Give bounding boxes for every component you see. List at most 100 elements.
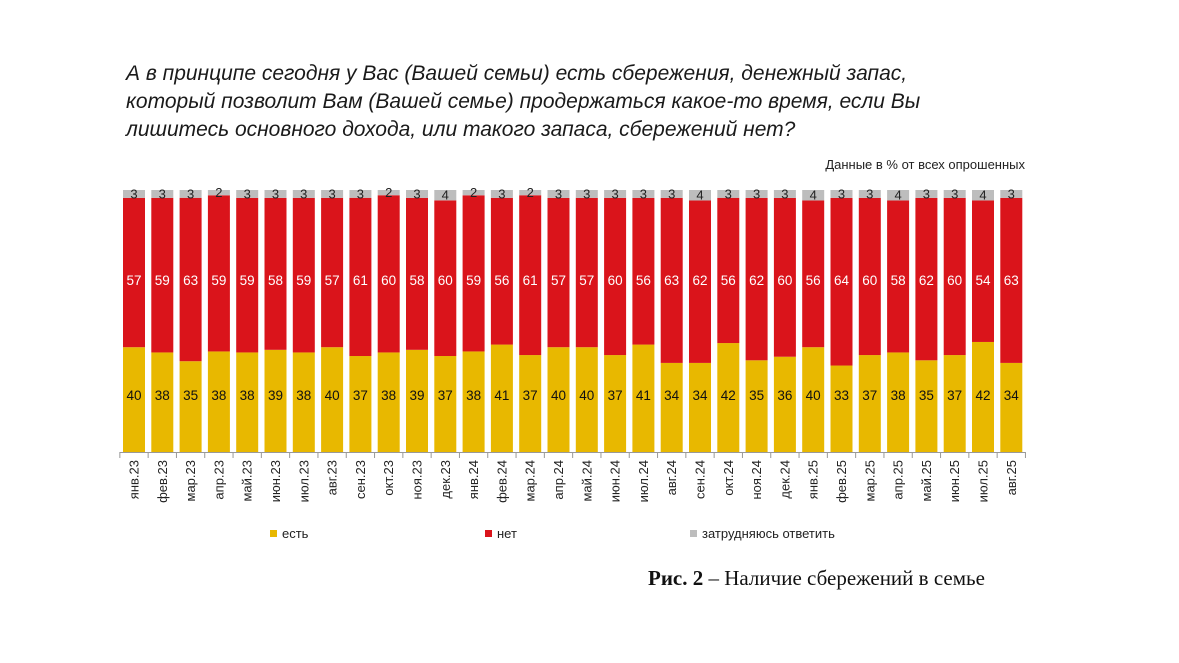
bar-segment-net-4 [236, 197, 259, 353]
data-label-unsure-14: 2 [527, 185, 534, 200]
bar-segment-net-12 [462, 195, 485, 352]
data-label-net-28: 62 [919, 273, 934, 288]
bar-segment-unsure-5 [264, 190, 287, 198]
data-label-est-24: 40 [806, 388, 821, 403]
x-tick-label-2: мар.23 [183, 460, 198, 501]
bar-segment-est-6 [292, 352, 315, 452]
bar-segment-net-22 [745, 197, 768, 361]
data-label-unsure-9: 2 [385, 185, 392, 200]
x-tick-label-31: авг.25 [1004, 460, 1019, 495]
data-label-unsure-30: 4 [979, 188, 986, 203]
data-label-net-7: 57 [325, 273, 340, 288]
bar-segment-unsure-14 [519, 190, 542, 196]
x-tick-label-30: июл.25 [976, 460, 991, 502]
bar-segment-est-11 [434, 356, 457, 452]
data-label-est-19: 34 [664, 388, 680, 403]
x-tick-label-22: ноя.24 [749, 460, 764, 500]
x-tick-label-24: янв.25 [806, 460, 821, 499]
bar-segment-net-24 [802, 200, 825, 348]
x-tick-label-20: сен.24 [693, 460, 708, 499]
x-tick-label-27: апр.25 [891, 460, 906, 500]
bar-segment-est-31 [1000, 362, 1023, 452]
bar-segment-net-1 [151, 197, 174, 353]
bar-segment-unsure-11 [434, 190, 457, 201]
bar-segment-est-23 [773, 356, 796, 452]
data-label-net-12: 59 [466, 273, 481, 288]
x-tick-label-0: янв.23 [127, 460, 142, 499]
bar-segment-est-5 [264, 349, 287, 452]
data-label-est-13: 41 [494, 388, 509, 403]
bar-segment-unsure-8 [349, 190, 372, 198]
data-label-net-1: 59 [155, 273, 170, 288]
bar-segment-est-29 [943, 355, 966, 452]
bar-segment-net-17 [604, 197, 627, 356]
data-label-unsure-26: 3 [866, 186, 873, 201]
data-label-est-0: 40 [126, 388, 141, 403]
legend-label-est: есть [282, 526, 309, 541]
chart-title: А в принципе сегодня у Вас (Вашей семьи)… [126, 60, 1026, 144]
x-tick-label-15: апр.24 [551, 460, 566, 500]
bar-segment-net-3 [207, 195, 230, 352]
data-label-unsure-3: 2 [215, 185, 222, 200]
data-label-est-12: 38 [466, 388, 481, 403]
bar-segment-net-13 [490, 197, 513, 345]
data-label-unsure-12: 2 [470, 185, 477, 200]
bar-segment-unsure-30 [972, 190, 994, 201]
bar-segment-net-26 [858, 197, 881, 356]
legend-label-net: нет [497, 526, 517, 541]
data-label-unsure-19: 3 [668, 186, 675, 201]
data-label-net-5: 58 [268, 273, 283, 288]
data-label-unsure-29: 3 [951, 186, 958, 201]
bar-segment-net-29 [943, 197, 966, 356]
bar-segment-net-19 [660, 197, 683, 363]
data-label-est-7: 40 [325, 388, 340, 403]
data-label-unsure-5: 3 [272, 186, 279, 201]
x-tick-label-12: янв.24 [466, 460, 481, 499]
bar-segment-unsure-13 [490, 190, 513, 198]
figure-caption: Рис. 2 – Наличие сбережений в семье [648, 566, 1068, 591]
legend-item-unsure: затрудняюсь ответить [690, 526, 835, 541]
bar-segment-net-11 [434, 200, 457, 357]
bar-segment-est-16 [575, 347, 598, 452]
data-label-unsure-7: 3 [328, 186, 335, 201]
data-label-net-21: 56 [721, 273, 736, 288]
data-label-est-23: 36 [777, 388, 792, 403]
bar-segment-unsure-2 [179, 190, 202, 198]
data-label-unsure-20: 4 [696, 188, 703, 203]
bar-segment-unsure-16 [575, 190, 598, 198]
data-label-est-27: 38 [891, 388, 906, 403]
bar-segment-est-10 [406, 349, 428, 452]
x-tick-label-16: май.24 [579, 460, 594, 502]
bar-segment-est-24 [802, 347, 825, 452]
x-tick-label-6: июл.23 [296, 460, 311, 502]
bar-segment-unsure-0 [123, 190, 145, 198]
bar-segment-est-7 [321, 347, 344, 452]
bar-segment-unsure-15 [547, 190, 570, 198]
data-label-unsure-2: 3 [187, 186, 194, 201]
x-tick-label-25: фев.25 [834, 460, 849, 503]
data-label-est-15: 40 [551, 388, 566, 403]
bar-segment-net-16 [575, 197, 598, 348]
data-label-est-20: 34 [692, 388, 708, 403]
data-label-net-23: 60 [777, 273, 792, 288]
data-label-net-9: 60 [381, 273, 396, 288]
data-label-unsure-22: 3 [753, 186, 760, 201]
data-label-unsure-23: 3 [781, 186, 788, 201]
data-label-unsure-4: 3 [244, 186, 251, 201]
bar-segment-unsure-12 [462, 190, 485, 196]
bar-segment-est-25 [830, 365, 853, 452]
x-tick-label-23: дек.24 [777, 460, 792, 499]
bar-segment-est-27 [887, 352, 910, 452]
data-label-unsure-24: 4 [810, 188, 817, 203]
x-tick-label-1: фев.23 [155, 460, 170, 503]
x-tick-label-21: окт.24 [721, 460, 736, 496]
bar-segment-unsure-10 [406, 190, 428, 198]
bar-segment-net-14 [519, 195, 542, 356]
bar-segment-net-9 [377, 195, 400, 353]
chart-title-line-1: А в принципе сегодня у Вас (Вашей семьи)… [126, 62, 908, 85]
bar-segment-net-31 [1000, 197, 1023, 363]
data-label-net-13: 56 [494, 273, 509, 288]
bar-segment-net-5 [264, 197, 287, 350]
data-label-est-9: 38 [381, 388, 396, 403]
chart-title-line-3: лишитесь основного дохода, или такого за… [126, 118, 796, 141]
